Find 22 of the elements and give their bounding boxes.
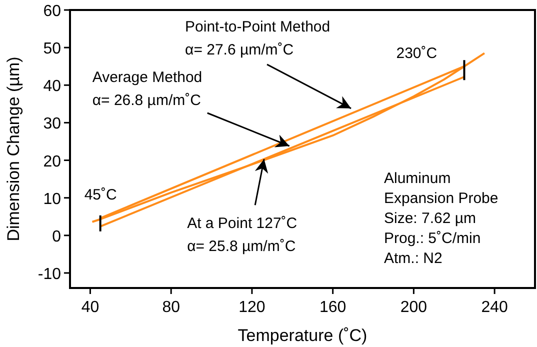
y-tick-label: 10 xyxy=(43,190,62,208)
y-tick-label: 0 xyxy=(52,228,62,246)
y-tick-label: 60 xyxy=(43,3,62,20)
x-tick-label: 240 xyxy=(481,299,508,316)
y-tick-label: 20 xyxy=(43,153,62,170)
y-tick-label: 40 xyxy=(43,78,62,96)
annotation: Average Method α= 26.8 µm/m˚C xyxy=(92,68,202,109)
x-tick-label: 80 xyxy=(162,299,180,316)
x-tick-label: 160 xyxy=(319,299,346,316)
y-tick-label: 30 xyxy=(43,116,62,133)
y-tick-label: -10 xyxy=(38,266,62,283)
annotation: 45˚C xyxy=(84,186,118,204)
x-tick-label: 40 xyxy=(81,299,100,316)
x-axis-title: Temperature (˚C) xyxy=(238,326,368,345)
annotation: 230˚C xyxy=(396,45,438,62)
annotation: At a Point 127˚C α= 25.8 µm/m˚C xyxy=(187,215,298,256)
annotation: Point-to-Point Method α= 27.6 µm/m˚C xyxy=(185,18,330,58)
y-tick-label: 50 xyxy=(43,40,62,58)
annotation: Aluminum Expansion Probe Size: 7.62 µm Prog.: 5˚C/min Atm.: N2 xyxy=(384,170,498,267)
x-tick-label: 200 xyxy=(400,299,428,316)
x-tick-label: 120 xyxy=(238,299,266,316)
y-axis-title: Dimension Change (µm) xyxy=(4,56,23,242)
